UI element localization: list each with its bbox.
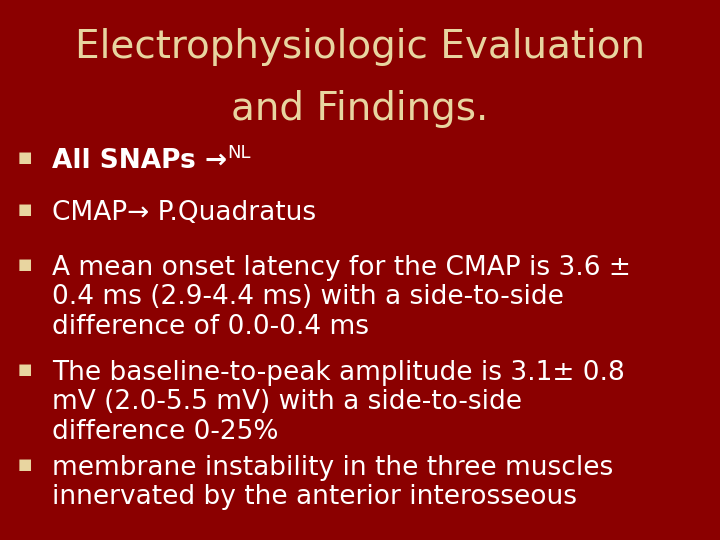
Text: 0.4 ms (2.9-4.4 ms) with a side-to-side: 0.4 ms (2.9-4.4 ms) with a side-to-side xyxy=(52,285,564,310)
Text: ■: ■ xyxy=(18,202,32,217)
Text: All SNAPs: All SNAPs xyxy=(52,148,205,174)
Text: ■: ■ xyxy=(18,457,32,472)
Text: CMAP→ P.Quadratus: CMAP→ P.Quadratus xyxy=(52,200,316,226)
Text: The baseline-to-peak amplitude is 3.1± 0.8: The baseline-to-peak amplitude is 3.1± 0… xyxy=(52,360,625,386)
Text: Electrophysiologic Evaluation: Electrophysiologic Evaluation xyxy=(75,28,645,66)
Text: mV (2.0-5.5 mV) with a side-to-side: mV (2.0-5.5 mV) with a side-to-side xyxy=(52,389,522,415)
Text: ■: ■ xyxy=(18,257,32,272)
Text: ■: ■ xyxy=(18,362,32,377)
Text: difference 0-25%: difference 0-25% xyxy=(52,419,279,445)
Text: NL: NL xyxy=(227,144,251,162)
Text: membrane instability in the three muscles: membrane instability in the three muscle… xyxy=(52,455,613,481)
Text: →: → xyxy=(205,148,227,174)
Text: ■: ■ xyxy=(18,150,32,165)
Text: and Findings.: and Findings. xyxy=(231,90,489,128)
Text: innervated by the anterior interosseous: innervated by the anterior interosseous xyxy=(52,484,577,510)
Text: difference of 0.0-0.4 ms: difference of 0.0-0.4 ms xyxy=(52,314,369,340)
Text: A mean onset latency for the CMAP is 3.6 ±: A mean onset latency for the CMAP is 3.6… xyxy=(52,255,631,281)
